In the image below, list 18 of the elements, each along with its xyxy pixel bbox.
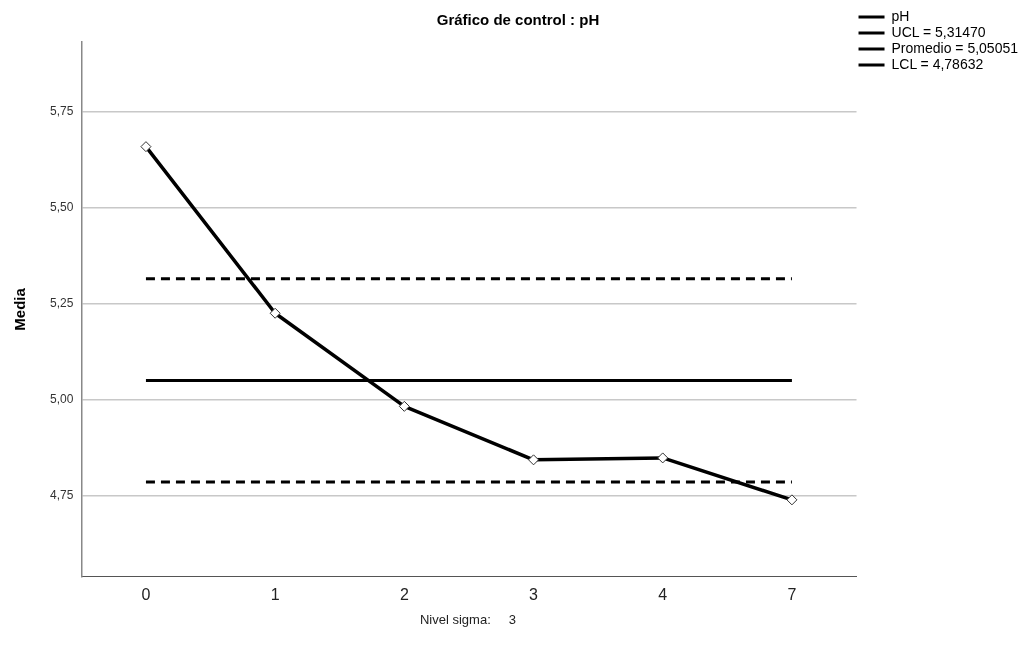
x-tick-label: 1 [270,585,280,603]
y-axis-title: Media [11,287,29,331]
x-tick-label: 7 [787,585,797,603]
chart-title: Gráfico de control : pH [436,11,600,29]
x-tick-label: 4 [658,585,668,603]
legend-label: pH [891,7,910,24]
y-tick-label: 5,50 [50,199,74,214]
legend-label: LCL = 4,78632 [891,55,984,72]
x-tick-label: 3 [529,585,539,603]
y-tick-label: 5,25 [50,295,74,310]
legend-label: Promedio = 5,05051 [891,39,1019,56]
y-tick-label: 5,00 [50,392,74,407]
legend-label: UCL = 5,31470 [891,23,986,40]
text: Nivel sigma: 3 [418,612,518,627]
y-tick-label: 5,75 [50,103,74,118]
y-tick-label: 4,75 [50,488,74,503]
x-tick-label: 0 [141,585,151,603]
x-tick-label: 2 [399,585,409,603]
